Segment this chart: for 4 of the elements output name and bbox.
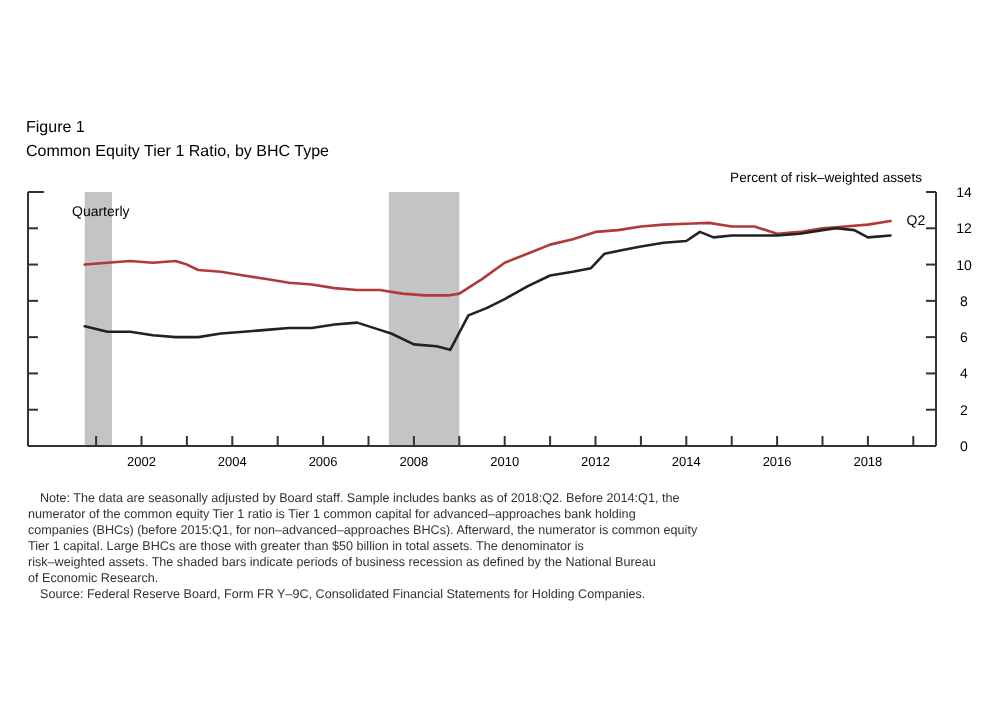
chart-subtitle: Common Equity Tier 1 Ratio, by BHC Type: [26, 142, 331, 160]
line-series: [83, 219, 892, 297]
line-series: [83, 226, 892, 352]
chart-title: Figure 1: [26, 118, 86, 136]
